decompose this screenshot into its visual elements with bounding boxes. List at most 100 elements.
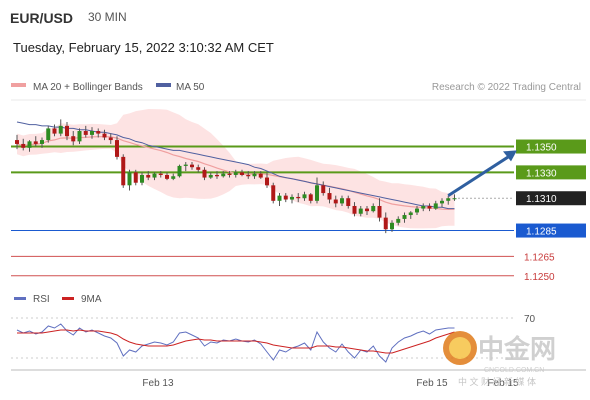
forecast-arrow — [447, 150, 517, 197]
rsi-legend-label: RSI — [33, 294, 50, 305]
level-1-1285-tag — [516, 223, 586, 238]
candle-body-18 — [127, 172, 132, 186]
candle-body-21 — [146, 174, 151, 178]
rsi-legend: RSI 9MA — [14, 294, 102, 305]
level-1-1265-label: 1.1265 — [524, 252, 555, 263]
candle-body-7 — [58, 125, 63, 134]
candle-body-66 — [427, 205, 432, 209]
candle-body-0 — [15, 140, 19, 144]
cngold-logo-inner — [449, 337, 471, 359]
candle-body-39 — [258, 173, 263, 178]
candle-body-4 — [40, 140, 44, 144]
candle-body-65 — [421, 205, 426, 209]
candle-body-35 — [233, 172, 238, 175]
level-1-1310-tag — [516, 191, 586, 206]
level-1-1250-label: 1.1250 — [524, 272, 555, 283]
candle-body-45 — [296, 196, 301, 199]
candle-body-29 — [196, 167, 201, 170]
candle-body-9 — [71, 136, 76, 142]
candle-body-57 — [371, 205, 376, 212]
candle-body-15 — [108, 137, 113, 141]
candle-body-3 — [33, 141, 38, 144]
watermark-brand: 中金网 — [478, 334, 556, 364]
key-levels: 1.1350 1.1330 1.1310 1.1285 1.1265 1.1250 — [11, 139, 586, 283]
candle-body-14 — [102, 133, 107, 138]
timestamp: Tuesday, February 15, 2022 3:10:32 AM CE… — [13, 40, 274, 55]
watermark-tagline: 中 文 财 经 新 媒 体 — [458, 376, 536, 387]
rsi-ma-line — [17, 329, 455, 354]
candle-body-23 — [158, 173, 163, 175]
candle-body-25 — [171, 176, 176, 179]
candle-body-1 — [21, 143, 26, 148]
candle-body-58 — [377, 205, 382, 218]
candle-body-63 — [408, 212, 413, 216]
watermark-domain: CNGOLD.COM.CN — [484, 367, 544, 374]
candle-body-47 — [308, 194, 313, 201]
candle-body-34 — [227, 173, 232, 175]
level-1-1330-label: 1.1330 — [526, 168, 557, 179]
candle-body-13 — [96, 131, 101, 134]
candle-body-70 — [452, 198, 457, 200]
candle-body-6 — [52, 128, 57, 134]
candle-body-44 — [290, 196, 294, 200]
forecast-arrow-head — [503, 150, 517, 162]
candle-body-59 — [383, 217, 388, 230]
candle-body-30 — [202, 169, 207, 178]
ma50-line — [16, 121, 455, 210]
level-1-1350-label: 1.1350 — [526, 143, 557, 154]
candle-body-19 — [133, 172, 138, 183]
x-tick-feb15-b: Feb 15 — [487, 378, 519, 389]
candle-body-52 — [340, 198, 344, 204]
rsi-ma-swatch — [62, 297, 74, 300]
candle-body-55 — [358, 208, 363, 214]
candle-body-11 — [83, 131, 88, 135]
candle-body-36 — [240, 172, 244, 175]
level-1-1310-label: 1.1310 — [526, 194, 557, 205]
timeframe-label[interactable]: 30 MIN — [88, 10, 127, 24]
candle-body-5 — [46, 128, 51, 141]
level-1-1330-tag — [516, 165, 586, 180]
candle-body-54 — [352, 205, 357, 214]
ma20-swatch — [11, 83, 26, 87]
candle-body-67 — [433, 203, 438, 209]
candle-body-37 — [246, 174, 251, 177]
ma20-legend-label: MA 20 + Bollinger Bands — [33, 82, 143, 93]
ma50-swatch — [156, 83, 171, 87]
candle-body-33 — [221, 173, 226, 177]
candle-body-24 — [165, 174, 169, 179]
candle-body-26 — [177, 165, 182, 177]
cngold-watermark: 中金网 CNGOLD.COM.CN 中 文 财 经 新 媒 体 — [443, 331, 556, 387]
rsi-ma-legend-label: 9MA — [81, 294, 102, 305]
level-1-1350-tag — [516, 139, 586, 154]
candle-body-61 — [396, 218, 401, 223]
rsi-tick-70: 70 — [524, 314, 536, 325]
candle-body-53 — [346, 198, 351, 206]
candle-body-42 — [277, 195, 282, 201]
candle-body-69 — [446, 198, 451, 201]
rsi-panel: 70 — [11, 314, 536, 363]
candle-body-28 — [190, 164, 194, 168]
price-legend: MA 20 + Bollinger Bands MA 50 Research ©… — [11, 82, 581, 93]
candle-body-48 — [315, 185, 319, 201]
candle-body-12 — [90, 131, 94, 135]
candle-body-46 — [302, 194, 307, 199]
rsi-swatch — [14, 297, 26, 300]
candle-body-38 — [252, 173, 257, 177]
candle-body-20 — [140, 174, 144, 183]
candle-body-31 — [208, 174, 213, 178]
bollinger-band-area — [17, 109, 455, 229]
x-tick-feb15: Feb 15 — [416, 378, 448, 389]
candle-body-49 — [321, 185, 326, 194]
candle-body-2 — [27, 141, 32, 148]
candle-body-27 — [183, 164, 188, 166]
rsi-line — [16, 323, 455, 363]
bollinger-band-fill — [17, 109, 455, 229]
candle-body-17 — [121, 156, 126, 186]
candle-body-50 — [327, 193, 332, 200]
candle-body-60 — [390, 222, 394, 230]
forecast-arrow-shaft — [447, 155, 510, 197]
chart-header: EUR/USD 30 MIN — [0, 0, 590, 36]
candlesticks — [15, 119, 457, 234]
